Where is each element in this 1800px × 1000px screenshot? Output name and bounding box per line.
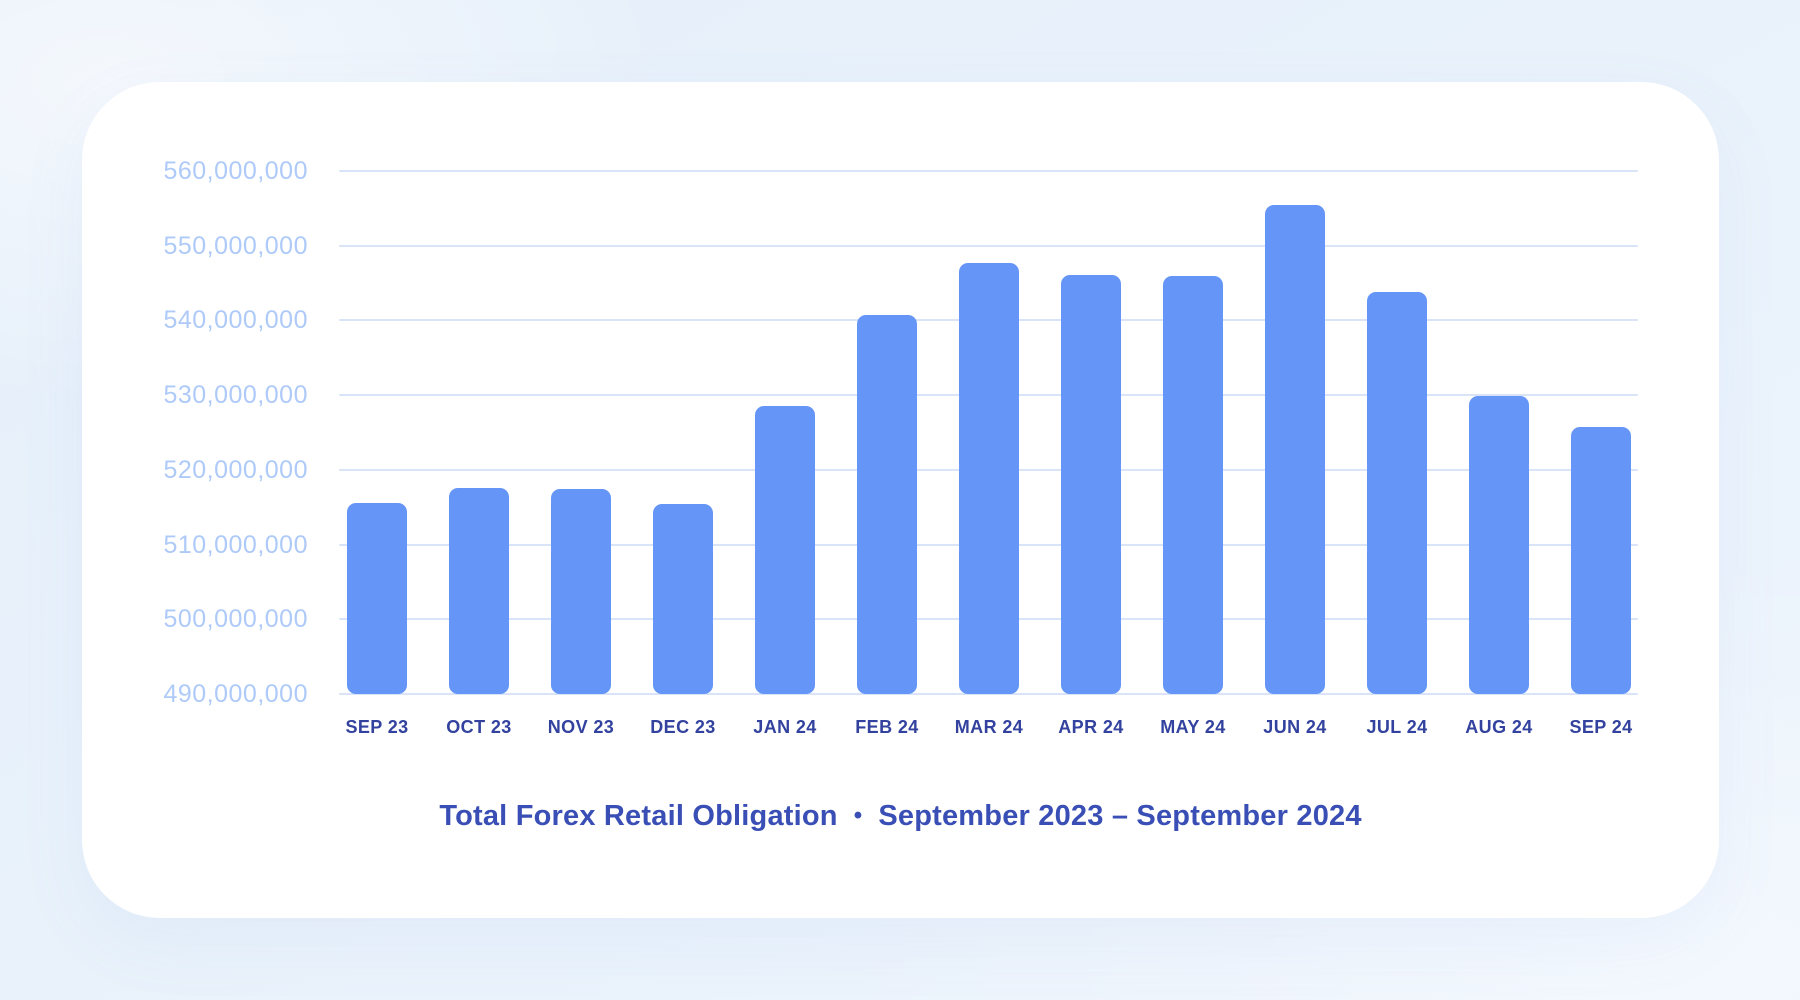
chart-area: 560,000,000 550,000,000 540,000,000 530,000…: [82, 82, 1719, 918]
bar-mar-24: [959, 262, 1019, 694]
x-axis-tick-label: JUN 24: [1263, 717, 1327, 737]
bar-jul-24: [1367, 292, 1427, 694]
y-axis-tick-label: 560,000,000: [163, 157, 308, 185]
x-axis-tick-label: MAR 24: [954, 717, 1024, 737]
bar-jun-24: [1265, 204, 1325, 694]
x-axis-tick-label: FEB 24: [855, 717, 919, 737]
bar-apr-24: [1061, 274, 1121, 694]
gridline: [339, 170, 1638, 172]
bar-dec-23: [653, 504, 713, 694]
gridline: [339, 244, 1638, 247]
gridline: [339, 693, 1638, 695]
x-axis-tick-label: JAN 24: [753, 717, 817, 737]
bar-sep-23: [347, 503, 407, 694]
x-axis-tick-label: AUG 24: [1465, 717, 1533, 737]
y-axis-tick-label: 530,000,000: [163, 381, 308, 410]
x-axis-tick-label: JUL 24: [1366, 717, 1428, 737]
chart-title-main: Total Forex Retail Obligation: [439, 800, 838, 832]
y-axis-tick-label: 540,000,000: [163, 306, 308, 335]
x-axis-tick-label: OCT 23: [446, 717, 512, 737]
bar-sep-24: [1571, 427, 1631, 694]
bar-jan-24: [755, 406, 815, 694]
title-separator-dot: •: [853, 802, 863, 829]
plot-area: [339, 170, 1638, 695]
y-axis-tick-label: 550,000,000: [163, 231, 308, 260]
y-axis-tick-label: 520,000,000: [163, 455, 308, 484]
bar-aug-24: [1469, 395, 1529, 694]
chart-title-period: September 2023 – September 2024: [878, 800, 1362, 832]
y-axis-tick-label: 500,000,000: [163, 605, 308, 634]
chart-title: Total Forex Retail Obligation • September …: [82, 798, 1719, 834]
x-axis-tick-label: SEP 23: [345, 717, 409, 737]
x-axis-tick-label: SEP 24: [1569, 717, 1633, 737]
x-axis-tick-label: DEC 23: [650, 717, 716, 737]
x-axis-tick-label: APR 24: [1058, 717, 1124, 737]
y-axis-tick-label: 510,000,000: [163, 530, 308, 559]
bar-may-24: [1163, 275, 1223, 694]
bar-oct-23: [449, 487, 509, 694]
y-axis-tick-label: 490,000,000: [163, 680, 308, 708]
chart-card: 560,000,000 550,000,000 540,000,000 530,000…: [82, 82, 1719, 918]
bar-nov-23: [551, 489, 611, 694]
x-axis-tick-label: NOV 23: [547, 717, 615, 737]
bar-feb-24: [857, 315, 917, 694]
x-axis-tick-label: MAY 24: [1160, 717, 1226, 737]
